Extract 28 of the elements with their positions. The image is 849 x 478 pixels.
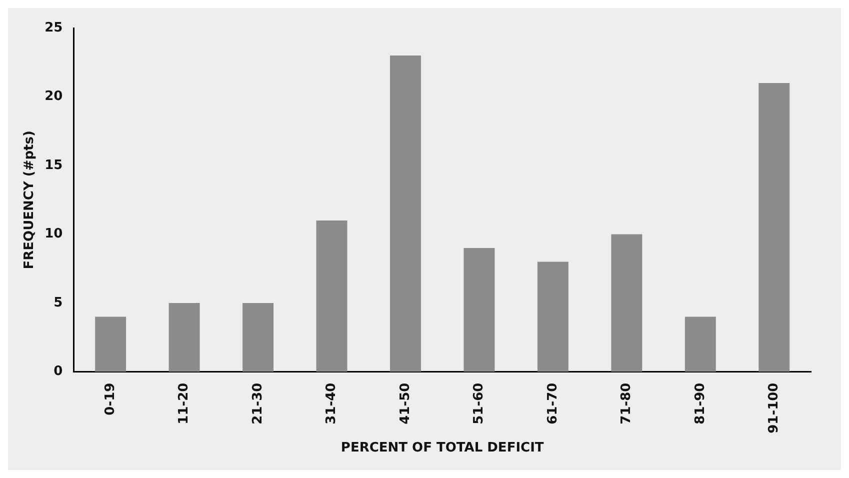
bar	[758, 83, 790, 372]
x-tick-label: 41-50	[398, 382, 413, 424]
bar	[537, 262, 568, 372]
bar	[168, 303, 200, 372]
bar	[390, 56, 421, 372]
x-tick-label: 71-80	[619, 382, 634, 424]
x-tick-label: 51-60	[472, 382, 487, 424]
x-tick-label: 0-19	[102, 382, 118, 416]
x-tick-label: 81-90	[692, 382, 708, 424]
y-tick-label: 20	[44, 89, 63, 104]
bar	[611, 234, 642, 372]
y-axis-title: FREQUENCY (#pts)	[22, 130, 38, 270]
x-tick-label: 91-100	[766, 382, 782, 434]
x-tick-label: 61-70	[545, 382, 560, 424]
bar	[684, 316, 716, 372]
x-tick-label: 11-20	[176, 382, 192, 424]
y-tick-label: 10	[44, 226, 63, 242]
x-tick-label: 31-40	[324, 382, 340, 424]
bar	[316, 220, 348, 372]
y-tick-label: 5	[54, 295, 63, 310]
x-axis-title: PERCENT OF TOTAL DEFICIT	[340, 440, 544, 456]
bar	[464, 248, 495, 372]
bar	[242, 303, 274, 372]
y-tick-label: 0	[54, 364, 63, 380]
x-tick-label: 21-30	[250, 382, 266, 424]
bar	[95, 316, 126, 372]
y-tick-label: 25	[44, 20, 63, 36]
y-tick-label: 15	[44, 158, 63, 173]
